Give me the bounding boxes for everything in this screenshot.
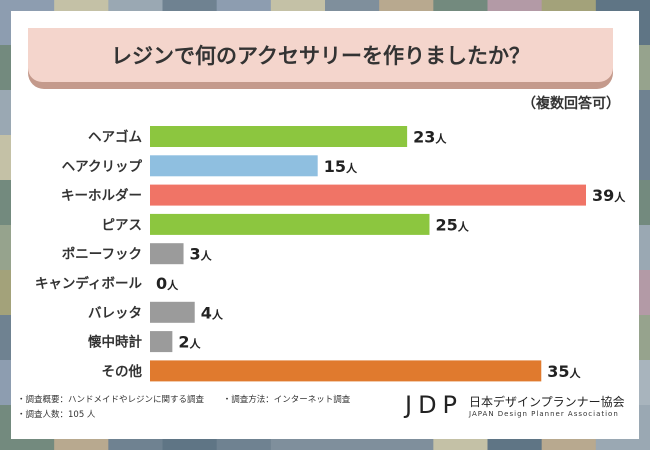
bar [150, 243, 184, 265]
category-label: キーホルダー [61, 187, 142, 204]
value-label: 35人 [547, 362, 581, 381]
category-label: バレッタ [88, 305, 142, 321]
value-label: 39人 [592, 186, 626, 205]
logo-mark: JDP [405, 391, 464, 419]
bar [150, 331, 173, 353]
category-label: キャンディボール [35, 275, 143, 292]
value-label: 2人 [178, 333, 201, 352]
value-label: 23人 [413, 128, 447, 147]
survey-footer: ・調査概要：ハンドメイドやレジンに関する調査 ・調査方法：インターネット調査 ・… [17, 393, 366, 423]
value-label: 15人 [324, 157, 358, 176]
bar [150, 184, 586, 206]
value-label: 25人 [435, 215, 469, 234]
category-label: ヘアクリップ [62, 159, 143, 175]
survey-respondents: ・調査人数：105 人 [17, 410, 96, 420]
survey-outline: ・調査概要：ハンドメイドやレジンに関する調査 [17, 395, 205, 405]
category-label: ピアス [102, 217, 143, 233]
jdp-logo: JDP 日本デザインプランナー協会 JAPAN Design Planner A… [405, 391, 625, 419]
category-label: その他 [102, 363, 143, 380]
multiple-answers-note: （複数回答可） [522, 96, 620, 112]
value-label: 4人 [201, 303, 224, 322]
logo-name-jp: 日本デザインプランナー協会 [469, 394, 625, 409]
category-label: ポニーフック [62, 246, 142, 263]
survey-method: ・調査方法：インターネット調査 [222, 395, 351, 405]
value-label: 3人 [190, 245, 213, 264]
bar [150, 126, 408, 147]
category-label: 懐中時計 [88, 334, 142, 351]
bar [150, 301, 195, 323]
bar [150, 213, 430, 235]
chart-title: レジンで何のアクセサリーを作りましたか？ [28, 28, 613, 82]
logo-name-en: JAPAN Design Planner Association [469, 409, 619, 418]
category-label: ヘアゴム [88, 129, 142, 146]
value-label: 0人 [156, 274, 179, 293]
bar [150, 360, 542, 382]
bar [150, 155, 318, 177]
